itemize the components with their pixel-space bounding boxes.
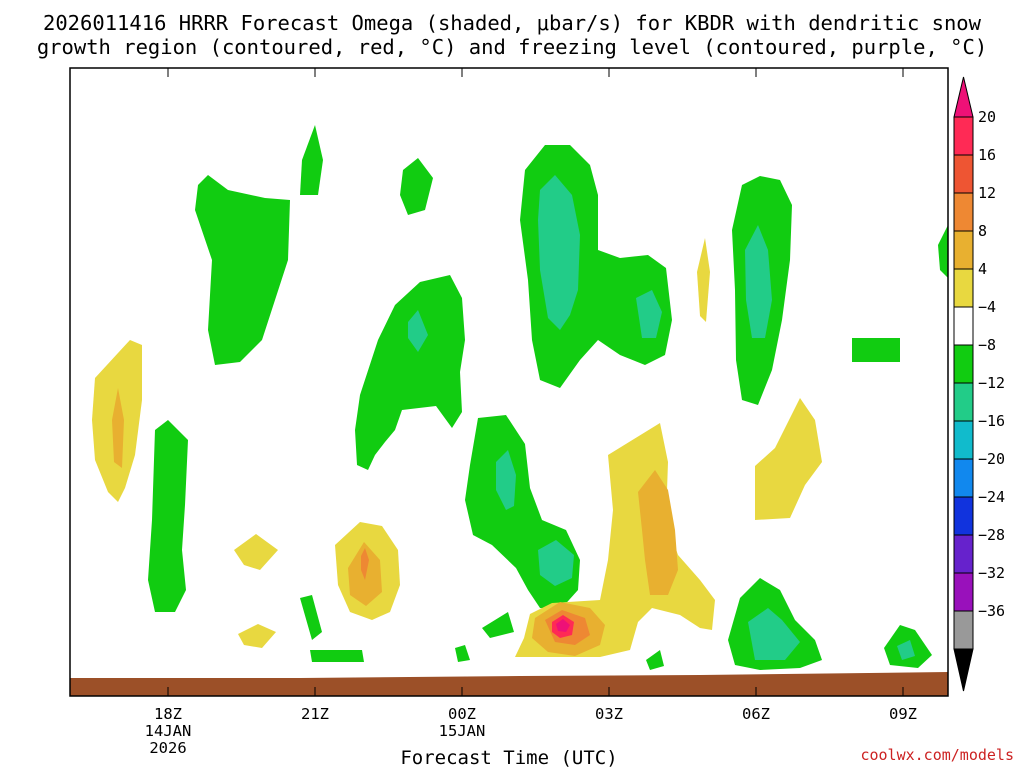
colorbar-label-12: −32: [978, 564, 1005, 582]
x-tick-label-27-0: 03Z: [595, 705, 623, 723]
colorbar-swatch-3: [953, 230, 974, 270]
x-tick-label-30-0: 06Z: [742, 705, 770, 723]
colorbar-label-6: −8: [978, 336, 996, 354]
colorbar-swatch-12: [953, 572, 974, 612]
colorbar-label-2: 12: [978, 184, 996, 202]
colorbar-swatch-10: [953, 496, 974, 536]
colorbar-swatch-1: [953, 154, 974, 194]
colorbar-swatch-0: [953, 116, 974, 156]
omega-shading-magenta: [556, 619, 570, 632]
x-tick-label-21-0: 21Z: [301, 705, 329, 723]
colorbar-label-1: 16: [978, 146, 996, 164]
x-axis-label: Forecast Time (UTC): [400, 747, 617, 768]
colorbar-label-7: −12: [978, 374, 1005, 392]
colorbar-label-3: 8: [978, 222, 987, 240]
colorbar-label-13: −36: [978, 602, 1005, 620]
colorbar-bottom-arrow: [953, 648, 974, 692]
shaded-field: [70, 125, 948, 696]
colorbar-swatch-8: [953, 420, 974, 460]
x-tick-label-18-1: 14JAN: [145, 722, 192, 740]
colorbar-label-8: −16: [978, 412, 1005, 430]
colorbar-label-11: −28: [978, 526, 1005, 544]
colorbar-swatch-6: [953, 344, 974, 384]
plot-frame: [69, 67, 949, 697]
colorbar-label-9: −20: [978, 450, 1005, 468]
colorbar: 20 16 12 8 4 −4 −8 −12 −16 −20 −24 −28 −32 −36: [953, 76, 1005, 692]
colorbar-swatch-2: [953, 192, 974, 232]
colorbar-label-5: −4: [978, 298, 996, 316]
colorbar-swatch-4: [953, 268, 974, 308]
chart-title-line1: 2026011416 HRRR Forecast Omega (shaded, …: [43, 11, 982, 35]
omega-shading-teal: [408, 175, 915, 660]
colorbar-label-0: 20: [978, 108, 996, 126]
colorbar-label-10: −24: [978, 488, 1005, 506]
x-tick-label-18-2: 2026: [149, 739, 186, 757]
x-tick-label-24-1: 15JAN: [439, 722, 486, 740]
colorbar-swatch-7: [953, 382, 974, 422]
colorbar-swatch-9: [953, 458, 974, 498]
colorbar-label-4: 4: [978, 260, 987, 278]
ground-surface: [70, 672, 948, 696]
colorbar-swatch-13: [953, 610, 974, 650]
x-tick-label-33-0: 09Z: [889, 705, 917, 723]
x-tick-label-24-0: 00Z: [448, 705, 476, 723]
chart-title-line2: growth region (contoured, red, °C) and f…: [37, 35, 987, 59]
credit-text: coolwx.com/models: [860, 746, 1014, 764]
x-tick-label-18-0: 18Z: [154, 705, 182, 723]
colorbar-swatch-5: [953, 306, 974, 346]
colorbar-top-arrow: [953, 76, 974, 118]
colorbar-swatch-11: [953, 534, 974, 574]
